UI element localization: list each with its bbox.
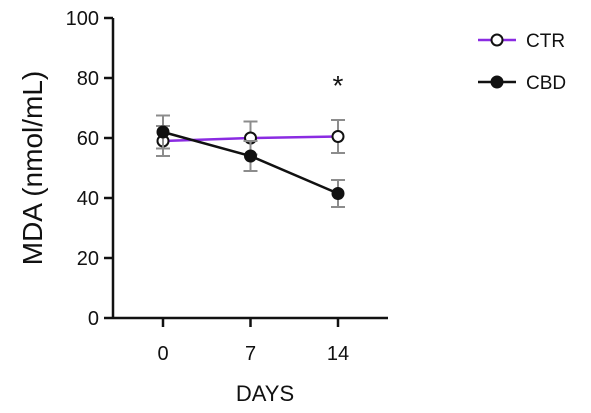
y-tick-label: 80	[77, 68, 99, 90]
data-point-cbd	[244, 149, 257, 163]
x-axis-title: DAYS	[236, 381, 294, 406]
series-layer: *	[156, 70, 345, 208]
significance-marker: *	[333, 70, 344, 101]
x-tick-label: 14	[327, 343, 349, 365]
y-tick-label: 40	[77, 188, 99, 210]
y-tick-label: 20	[77, 248, 99, 270]
y-tick-label: 100	[66, 8, 99, 30]
data-point-cbd	[156, 125, 170, 139]
legend: CTR CBD	[478, 31, 566, 94]
x-tick-label: 0	[157, 343, 168, 365]
axes: 0 20 40 60 80 100 0 7 14	[66, 8, 388, 365]
data-point-cbd	[331, 187, 345, 200]
legend-marker-ctr	[490, 33, 504, 47]
y-tick-label: 60	[77, 128, 99, 150]
legend-marker-cbd	[490, 75, 504, 89]
legend-label-ctr: CTR	[526, 31, 565, 52]
series-cbd	[156, 114, 345, 208]
legend-label-cbd: CBD	[526, 73, 566, 94]
y-axis-title: MDA (nmol/mL)	[17, 71, 48, 265]
y-tick-label: 0	[88, 308, 99, 330]
data-point-ctr	[331, 130, 345, 143]
x-tick-label: 7	[245, 343, 256, 365]
